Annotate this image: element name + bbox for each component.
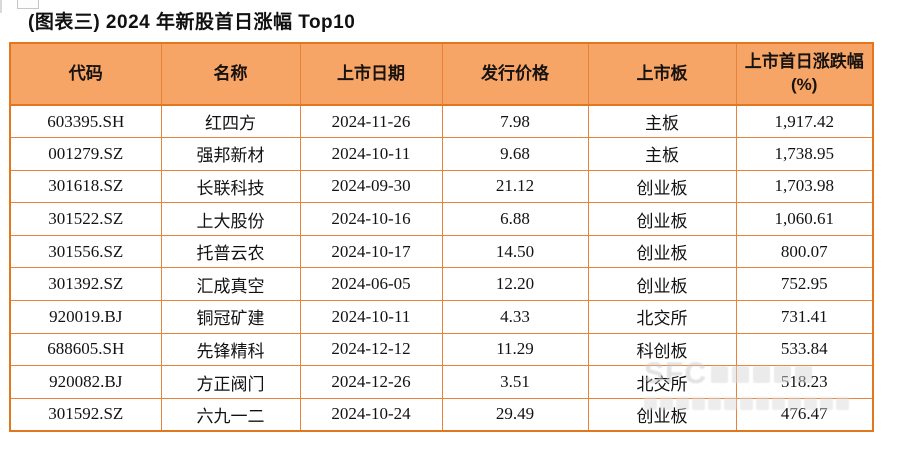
table-cell: 21.12 bbox=[441, 169, 589, 204]
screen-edge-artifact bbox=[0, 0, 2, 13]
table-cell: 12.20 bbox=[441, 267, 589, 302]
table-row: 688605.SH 先锋精科 2024-12-12 11.29 科创板 533.… bbox=[9, 332, 874, 367]
table-cell: 752.95 bbox=[735, 267, 874, 302]
table-cell: 301618.SZ bbox=[9, 169, 162, 204]
table-cell: 1,917.42 bbox=[735, 104, 874, 139]
header-cell-code: 代码 bbox=[9, 42, 162, 106]
table-cell: 11.29 bbox=[441, 332, 589, 367]
table-cell: 方正阀门 bbox=[160, 365, 301, 399]
table-header-row: 代码 名称 上市日期 发行价格 上市板 上市首日涨跌幅(%) bbox=[9, 42, 874, 106]
table-cell: 创业板 bbox=[587, 267, 737, 302]
table-cell: 主板 bbox=[587, 137, 737, 171]
header-cell-name: 名称 bbox=[160, 42, 301, 106]
table-cell: 001279.SZ bbox=[9, 137, 162, 171]
table-cell: 科创板 bbox=[587, 332, 737, 367]
table-cell: 北交所 bbox=[587, 300, 737, 334]
table-cell: 1,703.98 bbox=[735, 169, 874, 204]
screen-corner-artifact bbox=[17, 0, 39, 9]
table-cell: 2024-10-11 bbox=[299, 300, 443, 334]
table-cell: 六九一二 bbox=[160, 397, 301, 432]
table-cell: 1,738.95 bbox=[735, 137, 874, 171]
table-cell: 创业板 bbox=[587, 397, 737, 432]
table-cell: 3.51 bbox=[441, 365, 589, 399]
table-cell: 518.23 bbox=[735, 365, 874, 399]
table-row: 301592.SZ 六九一二 2024-10-24 29.49 创业板 476.… bbox=[9, 397, 874, 432]
table-row: 301618.SZ 长联科技 2024-09-30 21.12 创业板 1,70… bbox=[9, 169, 874, 204]
table-cell: 301522.SZ bbox=[9, 202, 162, 236]
table-row: 920082.BJ 方正阀门 2024-12-26 3.51 北交所 518.2… bbox=[9, 365, 874, 399]
table-cell: 2024-10-16 bbox=[299, 202, 443, 236]
table-cell: 4.33 bbox=[441, 300, 589, 334]
table-cell: 汇成真空 bbox=[160, 267, 301, 302]
table-cell: 长联科技 bbox=[160, 169, 301, 204]
table-cell: 9.68 bbox=[441, 137, 589, 171]
table-cell: 920082.BJ bbox=[9, 365, 162, 399]
table-cell: 先锋精科 bbox=[160, 332, 301, 367]
table-cell: 创业板 bbox=[587, 169, 737, 204]
table-cell: 托普云农 bbox=[160, 234, 301, 269]
table-cell: 6.88 bbox=[441, 202, 589, 236]
table-cell: 北交所 bbox=[587, 365, 737, 399]
table-row: 301522.SZ 上大股份 2024-10-16 6.88 创业板 1,060… bbox=[9, 202, 874, 236]
table-cell: 2024-09-30 bbox=[299, 169, 443, 204]
table-row: 920019.BJ 铜冠矿建 2024-10-11 4.33 北交所 731.4… bbox=[9, 300, 874, 334]
table-cell: 533.84 bbox=[735, 332, 874, 367]
table-cell: 主板 bbox=[587, 104, 737, 139]
table-cell: 800.07 bbox=[735, 234, 874, 269]
table-cell: 301556.SZ bbox=[9, 234, 162, 269]
table-cell: 688605.SH bbox=[9, 332, 162, 367]
table-cell: 创业板 bbox=[587, 202, 737, 236]
table-row: 301392.SZ 汇成真空 2024-06-05 12.20 创业板 752.… bbox=[9, 267, 874, 302]
table-cell: 铜冠矿建 bbox=[160, 300, 301, 334]
table-cell: 上大股份 bbox=[160, 202, 301, 236]
table-cell: 创业板 bbox=[587, 234, 737, 269]
table-cell: 301392.SZ bbox=[9, 267, 162, 302]
table-cell: 476.47 bbox=[735, 397, 874, 432]
table-cell: 7.98 bbox=[441, 104, 589, 139]
ipo-top10-table: 代码 名称 上市日期 发行价格 上市板 上市首日涨跌幅(%) 603395.SH… bbox=[9, 42, 874, 432]
table-cell: 2024-11-26 bbox=[299, 104, 443, 139]
table-row: 301556.SZ 托普云农 2024-10-17 14.50 创业板 800.… bbox=[9, 234, 874, 269]
table-cell: 2024-12-12 bbox=[299, 332, 443, 367]
table-cell: 2024-10-11 bbox=[299, 137, 443, 171]
table-cell: 2024-06-05 bbox=[299, 267, 443, 302]
table-cell: 红四方 bbox=[160, 104, 301, 139]
table-cell: 29.49 bbox=[441, 397, 589, 432]
header-cell-listing-date: 上市日期 bbox=[299, 42, 443, 106]
table-cell: 2024-10-17 bbox=[299, 234, 443, 269]
table-row: 001279.SZ 强邦新材 2024-10-11 9.68 主板 1,738.… bbox=[9, 137, 874, 171]
table-row: 603395.SH 红四方 2024-11-26 7.98 主板 1,917.4… bbox=[9, 104, 874, 139]
header-cell-first-day-change: 上市首日涨跌幅(%) bbox=[735, 42, 874, 106]
table-cell: 731.41 bbox=[735, 300, 874, 334]
header-cell-issue-price: 发行价格 bbox=[441, 42, 589, 106]
table-cell: 920019.BJ bbox=[9, 300, 162, 334]
table-cell: 2024-10-24 bbox=[299, 397, 443, 432]
figure-title: (图表三) 2024 年新股首日涨幅 Top10 bbox=[28, 12, 356, 33]
table-cell: 1,060.61 bbox=[735, 202, 874, 236]
header-cell-board: 上市板 bbox=[587, 42, 737, 106]
table-cell: 强邦新材 bbox=[160, 137, 301, 171]
table-cell: 603395.SH bbox=[9, 104, 162, 139]
table-cell: 14.50 bbox=[441, 234, 589, 269]
table-cell: 301592.SZ bbox=[9, 397, 162, 432]
table-cell: 2024-12-26 bbox=[299, 365, 443, 399]
